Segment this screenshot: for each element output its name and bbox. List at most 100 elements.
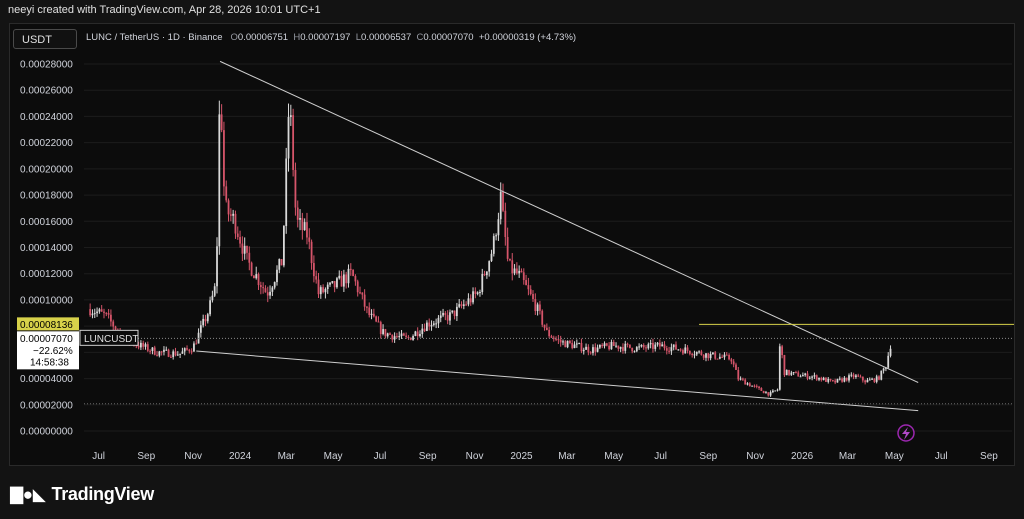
candle-body <box>389 333 391 335</box>
candle-body <box>146 344 149 351</box>
candle-body <box>723 354 726 358</box>
candle-body <box>89 309 92 316</box>
chart-panel[interactable] <box>9 23 1015 466</box>
x-tick-label: Jul <box>92 451 105 462</box>
candle-body <box>725 354 728 356</box>
candle-body <box>619 347 622 349</box>
candle-body <box>396 336 398 338</box>
candle-body <box>174 351 177 356</box>
candle-body <box>259 285 262 288</box>
change-value: +0.00000319 (+4.73%) <box>478 32 577 43</box>
candle-body <box>875 376 878 382</box>
candle-body <box>370 313 373 315</box>
candle-body <box>432 323 435 325</box>
candle-body <box>804 373 807 376</box>
candle-body <box>382 329 384 335</box>
x-tick-label: Jul <box>654 451 667 462</box>
candle-body <box>190 351 193 353</box>
x-tick-label: 2025 <box>510 451 533 462</box>
candle-body <box>287 116 290 159</box>
candle-body <box>610 341 613 350</box>
candle-body <box>700 351 703 355</box>
candle-body <box>262 287 265 289</box>
x-tick-label: Jul <box>935 451 948 462</box>
candle-body <box>204 318 207 322</box>
candle-body <box>522 272 525 281</box>
candle-body <box>684 347 687 354</box>
candle-body <box>347 268 350 284</box>
y-tick-label: 0.00012000 <box>20 269 73 280</box>
candle-body <box>709 353 712 359</box>
candle-body <box>861 376 864 381</box>
candle-body <box>852 374 855 378</box>
candle-body <box>239 237 241 244</box>
candle-body <box>707 353 710 359</box>
candle-body <box>363 294 366 307</box>
candle-body <box>400 333 403 337</box>
candle-body <box>107 313 110 315</box>
candle-body <box>527 285 530 290</box>
y-tick-label: 0.00026000 <box>20 86 73 97</box>
tradingview-logo-icon: ▇●◣ <box>10 485 46 504</box>
candle-body <box>495 235 498 237</box>
x-tick-label: May <box>324 451 343 462</box>
candle-body <box>458 304 461 307</box>
candle-body <box>179 353 182 355</box>
candle-body <box>93 313 96 315</box>
candle-body <box>871 378 873 380</box>
candle-body <box>813 375 816 377</box>
candle-body <box>617 345 620 349</box>
candle-body <box>96 311 98 314</box>
tradingview-logo[interactable]: ▇●◣ TradingView <box>10 484 154 505</box>
candle-body <box>271 287 274 292</box>
candle-body <box>539 304 541 311</box>
candle-body <box>114 326 117 330</box>
candle-body <box>513 268 516 274</box>
candle-body <box>329 282 331 285</box>
candle-body <box>515 268 518 274</box>
candle-body <box>199 325 202 333</box>
candle-body <box>407 336 410 338</box>
candle-body <box>139 342 142 348</box>
x-tick-label: Mar <box>278 451 296 462</box>
candle-body <box>292 115 295 170</box>
candle-body <box>596 347 599 352</box>
x-tick-label: Nov <box>184 451 202 462</box>
candle-body <box>315 276 318 280</box>
candle-body <box>801 375 804 377</box>
candle-body <box>742 378 744 380</box>
candle-body <box>592 347 594 354</box>
candle-body <box>352 269 354 276</box>
open-key: O <box>230 32 238 43</box>
candle-body <box>762 390 765 394</box>
candle-body <box>172 351 175 358</box>
candle-body <box>843 377 846 382</box>
candle-body <box>585 346 587 350</box>
lightning-icon <box>902 427 910 440</box>
candle-body <box>349 268 352 270</box>
candle-body <box>797 372 800 377</box>
candle-body <box>658 342 661 347</box>
candle-body <box>735 364 737 370</box>
candle-body <box>169 356 172 358</box>
x-tick-label: Mar <box>839 451 857 462</box>
candle-body <box>624 343 627 351</box>
candle-body <box>887 355 890 368</box>
candle-body <box>845 377 848 381</box>
candle-body <box>255 274 258 279</box>
candle-body <box>864 380 867 383</box>
candle-body <box>622 347 624 351</box>
current-price-text: 0.00007070 <box>20 334 73 345</box>
currency-button[interactable]: USDT <box>13 29 77 49</box>
candle-body <box>589 352 592 354</box>
y-tick-label: 0.00028000 <box>20 60 73 71</box>
candle-body <box>878 376 880 380</box>
candle-body <box>834 380 837 383</box>
candle-body <box>158 351 161 356</box>
candle-body <box>732 361 735 365</box>
candle-body <box>234 213 237 234</box>
candle-body <box>338 275 341 279</box>
change-pct-text: −22.62% <box>33 346 73 357</box>
candle-body <box>746 383 749 385</box>
